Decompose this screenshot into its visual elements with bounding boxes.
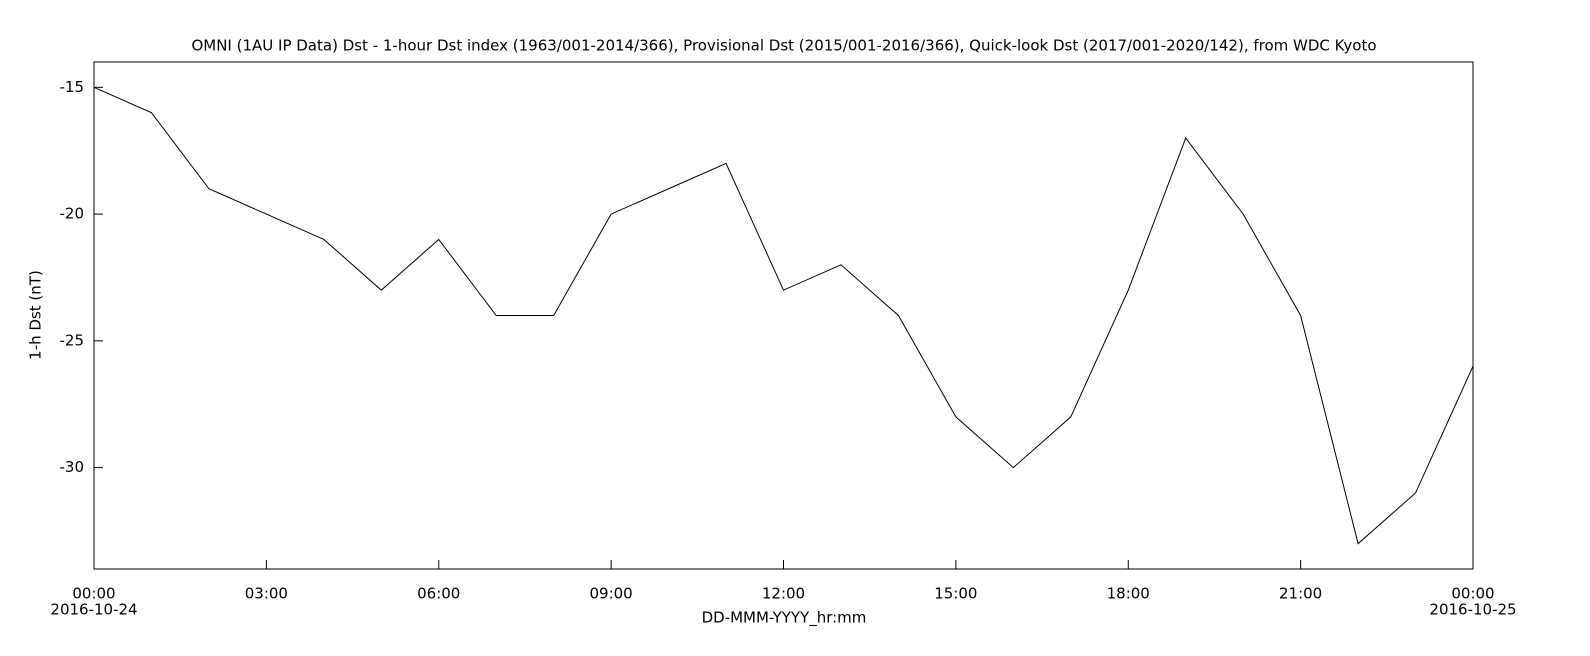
x-tick-label: 21:00 [1279, 585, 1322, 603]
y-tick-label: -25 [60, 331, 85, 349]
x-tick-label: 18:00 [1107, 585, 1150, 603]
x-tick-label: 00:00 [1451, 585, 1494, 603]
x-tick-label: 03:00 [245, 585, 288, 603]
x-tick-label: 09:00 [590, 585, 633, 603]
x-tick-label: 15:00 [934, 585, 977, 603]
y-tick-label: -15 [60, 78, 85, 96]
x-tick-label: 12:00 [762, 585, 805, 603]
x-axis-label: DD-MMM-YYYY_hr:mm [702, 609, 867, 628]
x-tick-date: 2016-10-24 [50, 601, 137, 619]
chart-title: OMNI (1AU IP Data) Dst - 1-hour Dst inde… [191, 37, 1376, 55]
x-tick-date: 2016-10-25 [1429, 601, 1516, 619]
x-tick-label: 00:00 [72, 585, 115, 603]
x-tick-label: 06:00 [417, 585, 460, 603]
data-line [93, 86, 1474, 545]
y-tick-label: -30 [60, 458, 85, 476]
plot-frame [93, 61, 1474, 570]
y-axis-label: 1-h Dst (nT) [27, 270, 45, 360]
y-tick-label: -20 [60, 205, 85, 223]
